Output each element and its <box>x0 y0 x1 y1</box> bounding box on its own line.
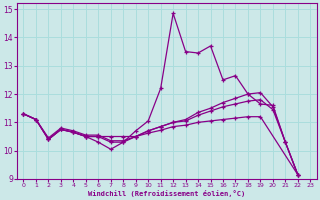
X-axis label: Windchill (Refroidissement éolien,°C): Windchill (Refroidissement éolien,°C) <box>88 190 245 197</box>
